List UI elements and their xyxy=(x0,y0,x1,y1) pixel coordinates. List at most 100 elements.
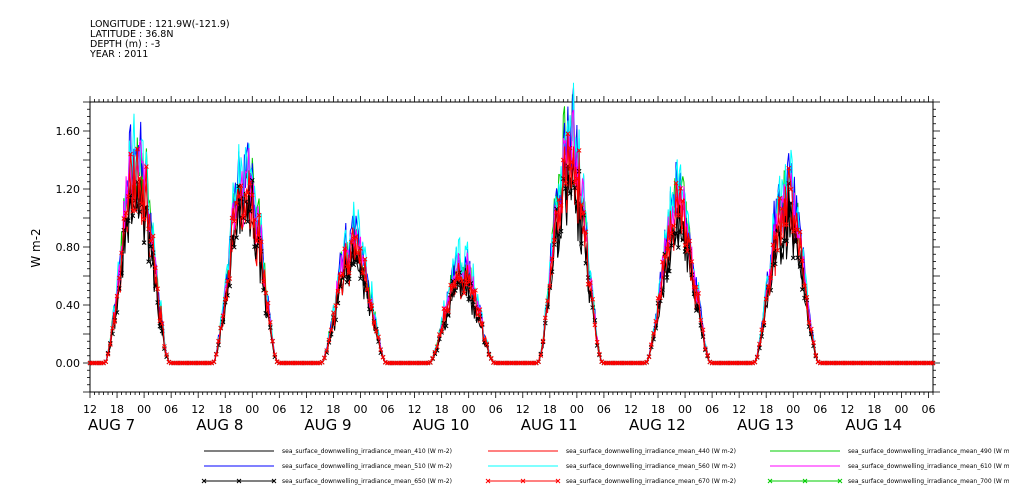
legend-label: sea_surface_downwelling_irradiance_mean_… xyxy=(848,463,1009,470)
series-marker xyxy=(107,342,113,347)
series-marker xyxy=(141,240,147,246)
series-marker xyxy=(128,151,133,157)
series-marker xyxy=(119,250,124,256)
series-marker xyxy=(693,284,699,290)
series-marker xyxy=(105,351,111,357)
x-day-label: AUG 7 xyxy=(88,416,135,434)
series-marker xyxy=(687,238,692,244)
legend-marker xyxy=(767,478,773,484)
series-marker xyxy=(344,279,350,285)
series-marker xyxy=(567,145,573,151)
legend-label: sea_surface_downwelling_irradiance_mean_… xyxy=(848,448,1009,455)
x-tick-label: 06 xyxy=(164,403,178,416)
series-marker xyxy=(132,208,138,213)
series-marker xyxy=(351,262,357,268)
series-marker xyxy=(581,210,586,215)
legend-label: sea_surface_downwelling_irradiance_mean_… xyxy=(282,448,452,455)
dataset-header: LONGITUDE : 121.9W(-121.9) LATITUDE : 36… xyxy=(90,20,230,60)
series-marker xyxy=(486,352,492,358)
x-tick-label: 00 xyxy=(353,403,367,416)
series-marker xyxy=(761,320,767,326)
series-marker xyxy=(324,348,330,353)
series-marker xyxy=(680,198,686,204)
x-tick-label: 06 xyxy=(272,403,286,416)
x-tick-label: 18 xyxy=(326,403,340,416)
series-marker xyxy=(786,165,792,171)
series-marker xyxy=(588,280,593,286)
series-marker xyxy=(666,268,672,274)
series-marker xyxy=(428,360,433,365)
series-marker xyxy=(784,222,789,227)
series-marker xyxy=(777,195,783,201)
series-marker xyxy=(150,250,156,255)
x-tick-label: 12 xyxy=(624,403,638,416)
x-tick-label: 12 xyxy=(732,403,746,416)
series-line xyxy=(90,109,933,364)
series-marker xyxy=(146,226,151,232)
series-marker xyxy=(116,275,122,281)
series-marker xyxy=(153,265,158,271)
series-marker xyxy=(653,318,659,324)
legend-label: sea_surface_downwelling_irradiance_mean_… xyxy=(848,478,1009,485)
x-tick-label: 06 xyxy=(705,403,719,416)
series-marker xyxy=(788,186,794,192)
series-marker xyxy=(533,360,539,366)
legend-marker xyxy=(802,478,808,484)
series-marker xyxy=(705,352,710,358)
x-day-label: AUG 12 xyxy=(629,416,686,434)
series-marker xyxy=(594,339,600,345)
series-marker xyxy=(592,322,598,328)
series-marker xyxy=(673,230,679,236)
series-marker xyxy=(103,359,109,365)
series-marker xyxy=(754,354,760,360)
series-marker xyxy=(240,213,246,219)
series-marker xyxy=(479,321,485,326)
series-marker xyxy=(234,201,239,206)
series-marker xyxy=(572,185,577,191)
x-day-label: AUG 8 xyxy=(196,416,243,434)
series-marker xyxy=(766,283,771,289)
series-marker xyxy=(143,164,149,169)
legend-marker xyxy=(555,478,561,484)
series-line xyxy=(90,86,933,364)
series-marker xyxy=(265,313,271,319)
x-tick-label: 12 xyxy=(83,403,97,416)
series-marker xyxy=(772,261,778,267)
x-tick-label: 06 xyxy=(921,403,935,416)
series-marker xyxy=(666,236,672,242)
x-tick-label: 00 xyxy=(245,403,259,416)
series-line xyxy=(90,82,933,364)
series-marker xyxy=(797,264,803,269)
series-marker xyxy=(146,259,151,264)
series-marker xyxy=(358,245,363,251)
series-marker xyxy=(475,312,481,318)
series-marker xyxy=(322,355,327,361)
series-line xyxy=(90,160,933,364)
longitude-text: LONGITUDE : 121.9W(-121.9) xyxy=(90,19,230,30)
series-marker xyxy=(784,238,789,244)
series-marker xyxy=(563,186,568,191)
series-marker xyxy=(272,352,278,358)
series-marker xyxy=(576,148,582,153)
series-marker xyxy=(466,279,472,284)
series-marker xyxy=(155,286,160,292)
series-marker xyxy=(432,349,438,355)
x-tick-label: 18 xyxy=(110,403,124,416)
series-marker xyxy=(209,360,215,366)
series-marker xyxy=(651,330,656,336)
series-marker xyxy=(439,328,444,334)
series-marker xyxy=(554,210,559,215)
legend-marker xyxy=(520,478,526,484)
series-marker xyxy=(799,287,805,292)
series-marker xyxy=(700,327,706,333)
series-marker xyxy=(574,176,580,182)
series-layer xyxy=(87,82,936,366)
series-marker xyxy=(434,344,440,350)
series-marker xyxy=(247,180,253,186)
series-marker xyxy=(702,346,708,352)
legend-label: sea_surface_downwelling_irradiance_mean_… xyxy=(566,478,736,485)
series-marker xyxy=(648,342,654,348)
series-marker xyxy=(689,259,695,264)
series-marker xyxy=(342,246,348,252)
series-marker xyxy=(265,300,271,306)
